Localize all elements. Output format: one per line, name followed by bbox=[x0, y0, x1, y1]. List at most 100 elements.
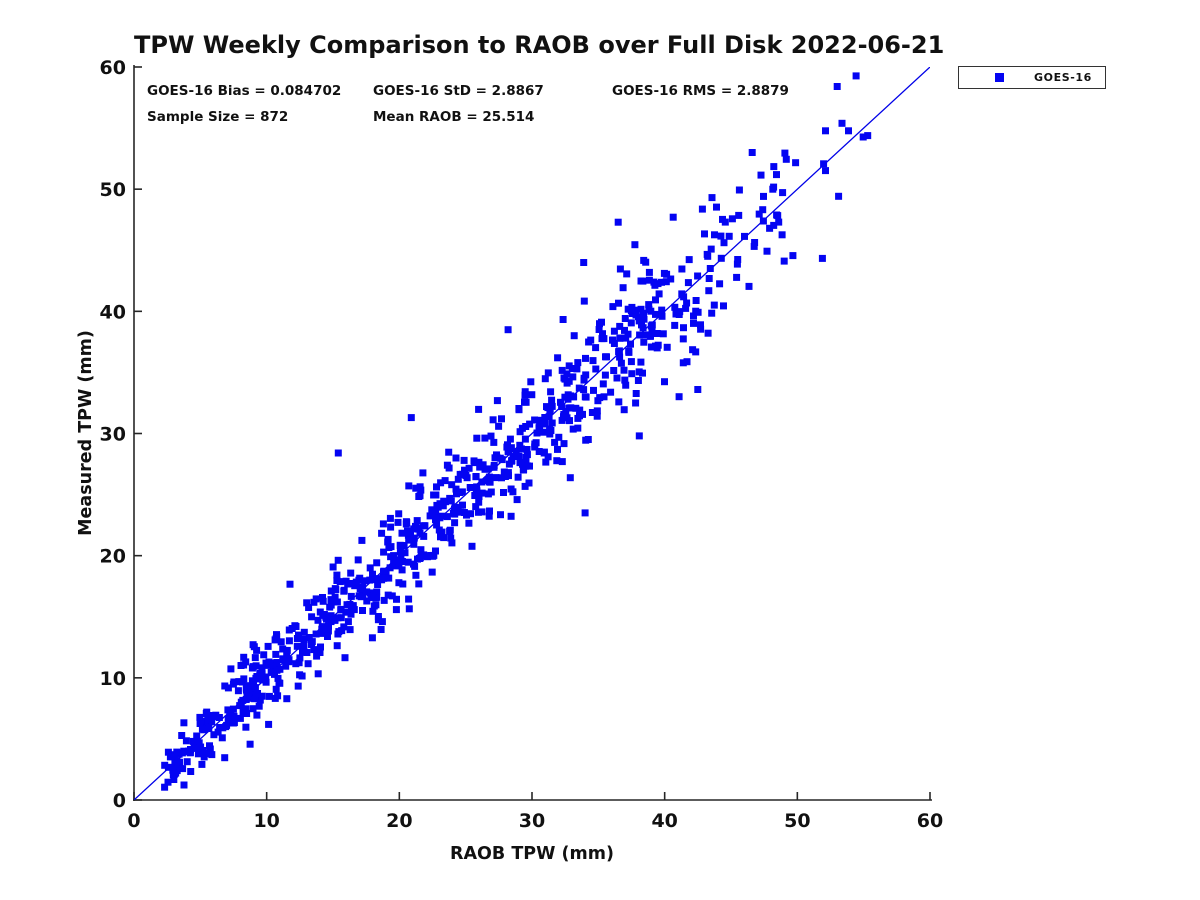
data-point-marker bbox=[417, 486, 425, 494]
data-point-marker bbox=[366, 576, 374, 584]
data-point-marker bbox=[254, 690, 261, 697]
data-point-marker bbox=[191, 742, 199, 750]
data-point-marker bbox=[380, 596, 388, 604]
data-point-marker bbox=[733, 273, 741, 281]
data-point-marker bbox=[433, 521, 441, 529]
data-point-marker bbox=[352, 578, 360, 586]
data-point-marker bbox=[560, 440, 568, 448]
data-point-marker bbox=[701, 230, 708, 238]
data-point-marker bbox=[373, 559, 381, 567]
data-point-marker bbox=[474, 508, 482, 516]
data-point-marker bbox=[428, 568, 436, 576]
data-point-marker bbox=[523, 446, 531, 453]
data-point-marker bbox=[412, 484, 420, 492]
data-point-marker bbox=[466, 484, 474, 491]
data-point-marker bbox=[324, 627, 332, 635]
data-point-marker bbox=[575, 384, 583, 392]
data-point-marker bbox=[615, 348, 623, 356]
data-point-marker bbox=[487, 432, 495, 440]
data-point-marker bbox=[864, 132, 872, 140]
data-point-marker bbox=[505, 472, 512, 480]
data-point-marker bbox=[236, 714, 244, 722]
data-point-marker bbox=[256, 675, 264, 683]
data-point-marker bbox=[424, 553, 431, 561]
data-point-marker bbox=[569, 373, 577, 381]
data-point-marker bbox=[648, 325, 656, 333]
data-point-marker bbox=[613, 374, 621, 382]
data-point-marker bbox=[521, 435, 529, 443]
data-point-marker bbox=[645, 301, 653, 309]
data-point-marker bbox=[300, 628, 308, 636]
data-point-marker bbox=[704, 329, 712, 337]
data-point-marker bbox=[189, 737, 197, 745]
data-point-marker bbox=[485, 478, 493, 486]
data-point-marker bbox=[461, 466, 468, 474]
data-point-marker bbox=[243, 710, 251, 717]
data-point-marker bbox=[599, 380, 607, 388]
data-point-marker bbox=[735, 211, 743, 219]
data-point-marker bbox=[835, 192, 843, 200]
data-point-marker bbox=[430, 551, 438, 559]
data-point-marker bbox=[610, 327, 618, 335]
data-point-marker bbox=[437, 479, 445, 487]
data-point-marker bbox=[251, 684, 259, 692]
data-point-marker bbox=[734, 256, 742, 263]
data-point-marker bbox=[273, 666, 281, 674]
data-point-marker bbox=[397, 552, 405, 560]
data-point-marker bbox=[210, 731, 218, 739]
data-point-marker bbox=[513, 496, 521, 504]
data-point-marker bbox=[627, 319, 635, 327]
stat-sample-size: Sample Size = 872 bbox=[147, 109, 289, 125]
data-point-marker bbox=[361, 577, 369, 585]
data-point-marker bbox=[180, 719, 188, 727]
data-point-marker bbox=[271, 694, 279, 702]
data-point-marker bbox=[433, 483, 440, 491]
data-point-marker bbox=[636, 331, 644, 339]
data-point-marker bbox=[574, 414, 582, 422]
data-point-marker bbox=[374, 616, 382, 624]
data-point-marker bbox=[648, 321, 656, 329]
data-point-marker bbox=[325, 622, 332, 630]
data-point-marker bbox=[557, 398, 564, 406]
data-point-marker bbox=[242, 696, 250, 703]
x-tick-label: 30 bbox=[519, 810, 545, 832]
data-point-marker bbox=[624, 330, 632, 338]
data-point-marker bbox=[475, 493, 483, 500]
data-point-marker bbox=[296, 671, 304, 679]
data-point-marker bbox=[679, 335, 687, 343]
data-point-marker bbox=[327, 612, 335, 620]
data-point-marker bbox=[333, 577, 341, 584]
data-point-marker bbox=[445, 464, 453, 472]
data-point-marker bbox=[230, 719, 238, 727]
data-point-marker bbox=[337, 606, 345, 614]
data-point-marker bbox=[717, 254, 725, 262]
data-point-marker bbox=[548, 419, 556, 427]
data-point-marker bbox=[792, 159, 800, 167]
data-point-marker bbox=[411, 562, 419, 570]
data-point-marker bbox=[590, 386, 597, 394]
legend: GOES-16 bbox=[958, 66, 1106, 89]
data-point-marker bbox=[770, 163, 778, 171]
data-point-marker bbox=[294, 682, 302, 690]
data-point-marker bbox=[282, 662, 290, 670]
data-point-marker bbox=[296, 654, 304, 662]
data-point-marker bbox=[240, 675, 248, 683]
data-point-marker bbox=[859, 133, 867, 141]
data-point-marker bbox=[632, 306, 640, 314]
data-point-marker bbox=[759, 217, 767, 225]
data-point-marker bbox=[769, 185, 777, 193]
data-point-marker bbox=[675, 393, 683, 401]
data-point-marker bbox=[413, 517, 421, 525]
data-point-marker bbox=[588, 409, 596, 416]
data-point-marker bbox=[292, 623, 300, 630]
data-point-marker bbox=[258, 692, 266, 700]
data-point-marker bbox=[526, 420, 534, 428]
data-point-marker bbox=[707, 245, 715, 253]
data-point-marker bbox=[487, 488, 495, 496]
data-point-marker bbox=[453, 490, 460, 498]
data-point-marker bbox=[319, 594, 326, 601]
data-point-marker bbox=[569, 425, 577, 433]
data-point-marker bbox=[782, 155, 790, 163]
data-point-marker bbox=[647, 343, 655, 351]
